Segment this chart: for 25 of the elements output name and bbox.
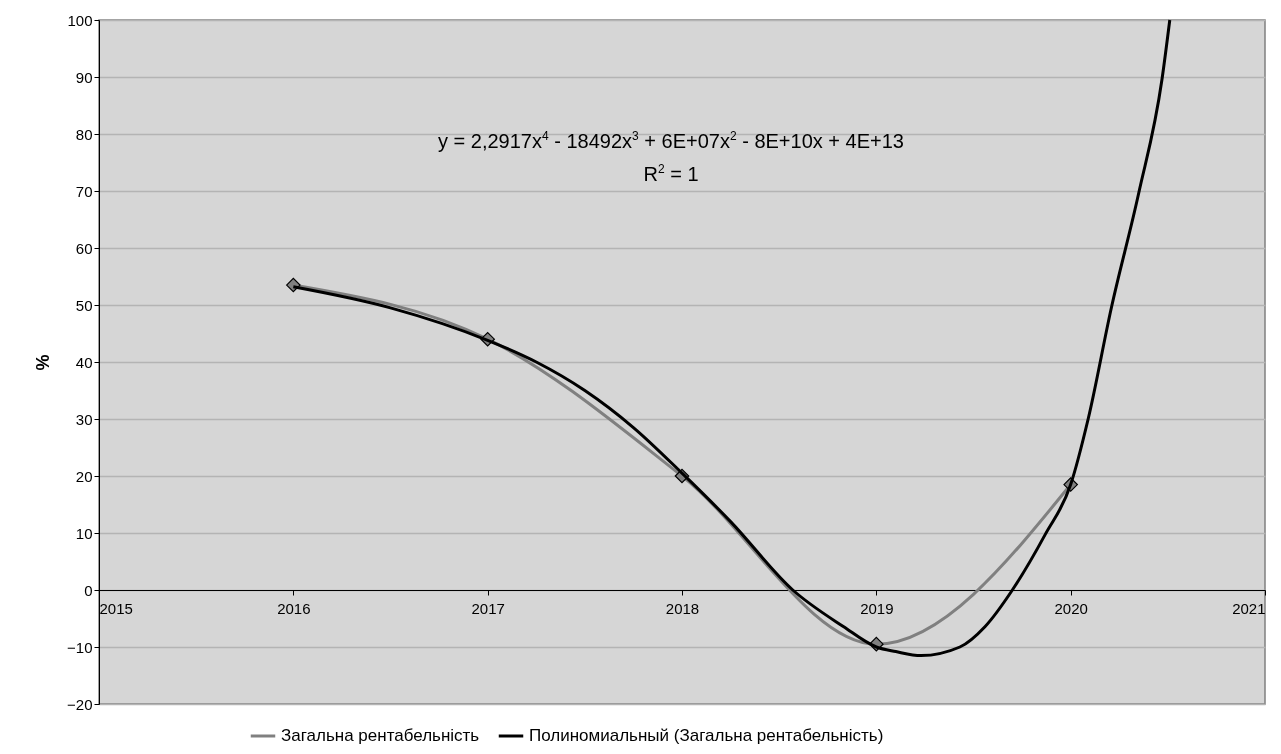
x-tick-label: 2017 bbox=[471, 599, 505, 617]
annotation: R$^{2}$ = 1 bbox=[642, 160, 700, 187]
y-tick-label: 70 bbox=[75, 182, 93, 200]
y-tick-label: 90 bbox=[75, 68, 93, 86]
y-tick-label: 10 bbox=[75, 524, 93, 542]
y-tick-label: 0 bbox=[84, 581, 93, 599]
y-tick-label: −10 bbox=[67, 638, 93, 656]
y-tick-label: 30 bbox=[75, 410, 93, 428]
x-tick-label: 2019 bbox=[860, 599, 894, 617]
y-tick-label: 100 bbox=[67, 11, 93, 29]
legend-label: Полиномиальный (Загальна рентабельність) bbox=[529, 726, 884, 745]
x-tick-label: 2021 bbox=[1232, 599, 1266, 617]
y-tick-label: −20 bbox=[67, 695, 93, 713]
y-tick-label: 60 bbox=[75, 239, 93, 257]
legend-label: Загальна рентабельність bbox=[281, 726, 480, 745]
y-tick-label: 80 bbox=[75, 125, 93, 143]
x-tick-label: 2018 bbox=[665, 599, 700, 617]
y-axis-title: % bbox=[33, 354, 54, 371]
x-tick-label: 2020 bbox=[1054, 599, 1088, 617]
annotation: y = 2,2917x$^{4}$ - 18492x$^{3}$ + 6E+07x$^{2}$ - 8E+10x + 4E+13 bbox=[438, 128, 904, 154]
y-tick-label: 20 bbox=[75, 467, 93, 485]
y-tick-label: 50 bbox=[75, 296, 93, 314]
y-tick-label: 40 bbox=[75, 353, 93, 371]
x-tick-label: 2016 bbox=[277, 599, 311, 617]
x-tick-label: 2015 bbox=[99, 599, 133, 617]
